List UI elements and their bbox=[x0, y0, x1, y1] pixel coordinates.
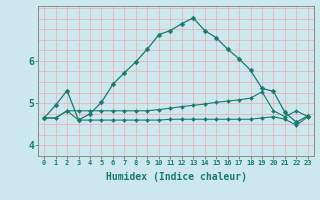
X-axis label: Humidex (Indice chaleur): Humidex (Indice chaleur) bbox=[106, 172, 246, 182]
